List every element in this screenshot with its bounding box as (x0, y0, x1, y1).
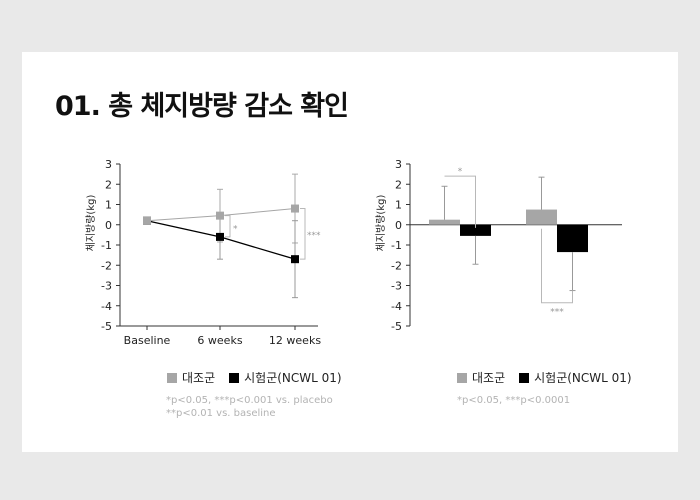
legend-bar-chart: 대조군 시험군(NCWL 01) (457, 369, 646, 386)
footnote-bar-chart: *p<0.05, ***p<0.0001 (457, 395, 571, 406)
bar-chart-sig-label: *** (550, 308, 564, 318)
line-chart-point (216, 211, 224, 220)
footnote-line-chart-2: **p<0.01 vs. baseline (166, 408, 276, 419)
line-chart-point (291, 255, 299, 264)
line-chart-y-tick-label: -5 (101, 320, 112, 333)
legend-swatch-control (457, 372, 467, 383)
bar-chart-y-tick-label: 2 (395, 178, 402, 191)
bar-chart-y-axis-label: 체지방량(kg) (375, 195, 387, 252)
bar-chart-bar (460, 224, 491, 236)
bar-chart-y-tick-label: 1 (395, 199, 402, 212)
bar-chart-y-tick-label: 3 (395, 158, 402, 171)
line-chart-x-tick-label: 6 weeks (197, 334, 242, 347)
bar-chart-y-tick-label: -2 (391, 259, 402, 272)
bar-chart-y-tick-label: 0 (395, 219, 402, 232)
line-chart-y-tick-label: 1 (105, 199, 112, 212)
line-chart-point (216, 232, 224, 241)
legend-swatch-control (167, 372, 177, 383)
line-chart-x-tick-label: 12 weeks (269, 334, 321, 347)
legend-label-treatment: 시험군(NCWL 01) (534, 371, 632, 385)
legend-label-control: 대조군 (472, 371, 506, 385)
line-chart-y-tick-label: -2 (101, 259, 112, 272)
line-chart-sig-label: *** (307, 231, 321, 241)
bar-chart-y-tick-label: -1 (391, 239, 402, 252)
legend-swatch-treatment (229, 372, 240, 383)
legend-label-control: 대조군 (182, 371, 216, 385)
line-chart-point (291, 204, 299, 213)
footnote-line-chart-1: *p<0.05, ***p<0.001 vs. placebo (166, 395, 333, 406)
bar-chart-bar (557, 224, 588, 253)
legend-line-chart: 대조군 시험군(NCWL 01) (167, 369, 356, 386)
page-title: 01. 총 체지방량 감소 확인 (55, 91, 349, 122)
line-chart-x-tick-label: Baseline (124, 334, 171, 347)
line-chart-y-tick-label: 3 (105, 158, 112, 171)
legend-swatch-treatment (519, 372, 530, 383)
line-chart-point (143, 216, 151, 225)
bar-chart-bar (429, 219, 460, 225)
bar-chart-y-tick-label: -5 (391, 320, 402, 333)
legend-label-treatment: 시험군(NCWL 01) (244, 371, 342, 385)
bar-chart-bar (526, 209, 557, 225)
line-chart-y-tick-label: -1 (101, 239, 112, 252)
bar-chart-sig-bracket (541, 228, 573, 304)
line-chart-y-tick-label: 0 (105, 219, 112, 232)
line-chart-y-tick-label: -3 (101, 280, 112, 293)
line-chart-sig-bracket (225, 215, 231, 238)
line-chart-sig-label: * (233, 224, 238, 234)
bar-chart-sig-label: * (458, 167, 463, 177)
line-chart-y-axis-label: 체지방량(kg) (85, 195, 97, 252)
bar-chart-y-tick-label: -4 (391, 300, 402, 313)
line-chart-y-tick-label: 2 (105, 178, 112, 191)
bar-chart-sig-bracket (444, 175, 476, 228)
line-chart-sig-bracket (300, 208, 306, 260)
bar-chart-y-tick-label: -3 (391, 280, 402, 293)
line-chart-y-tick-label: -4 (101, 300, 112, 313)
